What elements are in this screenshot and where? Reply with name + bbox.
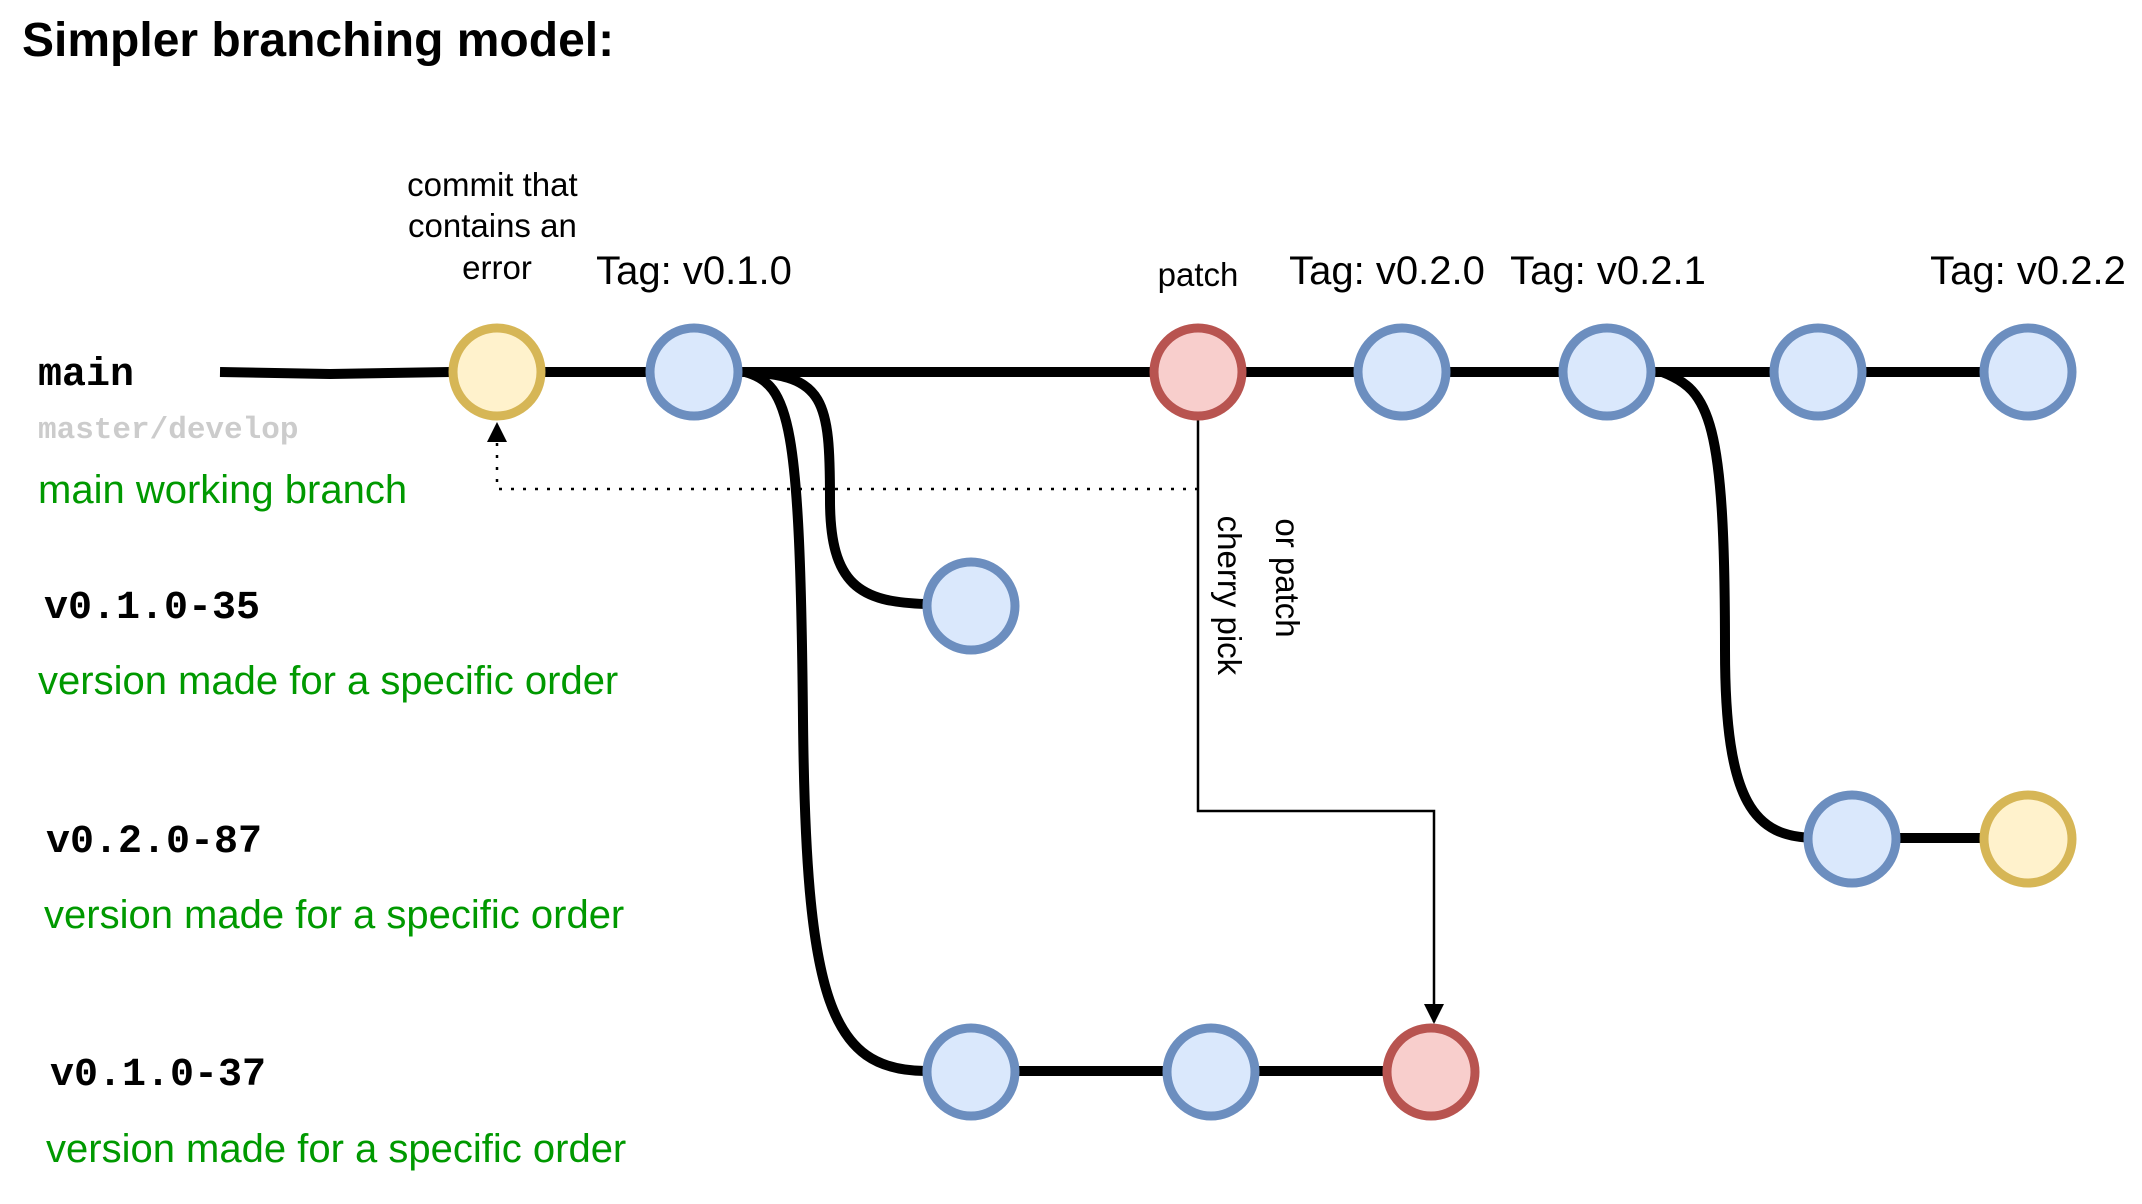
branch-label-main: main bbox=[38, 353, 134, 398]
commit-node-patch[interactable] bbox=[1149, 323, 1247, 421]
patch-annotation: patch bbox=[1158, 256, 1239, 293]
branch-description-v0.1.0-37: version made for a specific order bbox=[46, 1127, 626, 1171]
tag-v0.2.1: Tag: v0.2.1 bbox=[1510, 249, 1706, 293]
error-commit-annotation-line-2: contains an bbox=[408, 207, 577, 244]
cherry-pick-annotation: cherry pick or patch bbox=[1211, 516, 1306, 685]
error-commit-annotation-line-1: commit that bbox=[407, 166, 578, 203]
commit-node-error[interactable] bbox=[448, 323, 546, 421]
branch-alias-main: master/develop bbox=[38, 413, 298, 448]
branch-label-v0.1.0-35: v0.1.0-35 bbox=[44, 586, 260, 631]
main-commits bbox=[448, 323, 2077, 421]
commit-node-v0.2.0-87-a[interactable] bbox=[1803, 790, 1901, 888]
commit-node-v0.1.0-37-b[interactable] bbox=[1162, 1023, 1260, 1121]
error-commit-annotation: commit that contains an error bbox=[407, 166, 587, 286]
commit-node-v0.1.0-37-patch[interactable] bbox=[1382, 1023, 1480, 1121]
commit-node-v0.2.0[interactable] bbox=[1353, 323, 1451, 421]
branch-label-v0.1.0-37: v0.1.0-37 bbox=[50, 1053, 266, 1098]
commit-node-v0.1.0[interactable] bbox=[645, 323, 743, 421]
tag-v0.1.0: Tag: v0.1.0 bbox=[596, 249, 792, 293]
commit-node-v0.2.2[interactable] bbox=[1979, 323, 2077, 421]
cherry-pick-annotation-line-1: cherry pick bbox=[1211, 516, 1248, 676]
error-commit-annotation-line-3: error bbox=[462, 249, 532, 286]
branch-description-v0.2.0-87: version made for a specific order bbox=[44, 893, 624, 937]
commit-node-v0.1.0-37-a[interactable] bbox=[922, 1023, 1020, 1121]
commit-node-v0.2.0-87-b[interactable] bbox=[1979, 790, 2077, 888]
cherry-pick-annotation-line-2: or patch bbox=[1269, 518, 1306, 637]
tag-v0.2.0: Tag: v0.2.0 bbox=[1289, 249, 1485, 293]
diagram-title: Simpler branching model: bbox=[22, 14, 614, 67]
commit-node-v0.2.1[interactable] bbox=[1558, 323, 1656, 421]
branch-label-v0.2.0-87: v0.2.0-87 bbox=[46, 820, 262, 865]
branch-description-main: main working branch bbox=[38, 468, 407, 512]
commit-node-v0.1.0-35[interactable] bbox=[922, 557, 1020, 655]
branch-description-v0.1.0-35: version made for a specific order bbox=[38, 659, 618, 703]
branch-line-v0.1.0-37 bbox=[743, 367, 1430, 1076]
tag-v0.2.2: Tag: v0.2.2 bbox=[1930, 249, 2126, 293]
dotted-reference-line bbox=[487, 422, 1198, 491]
branch-line-v0.1.0-35 bbox=[744, 367, 926, 609]
cherry-pick-connector bbox=[1196, 419, 1444, 1024]
branch-lines bbox=[219, 367, 2026, 1076]
commit-node-main-6[interactable] bbox=[1769, 323, 1867, 421]
branch-line-v0.2.0-87 bbox=[1660, 367, 2026, 843]
